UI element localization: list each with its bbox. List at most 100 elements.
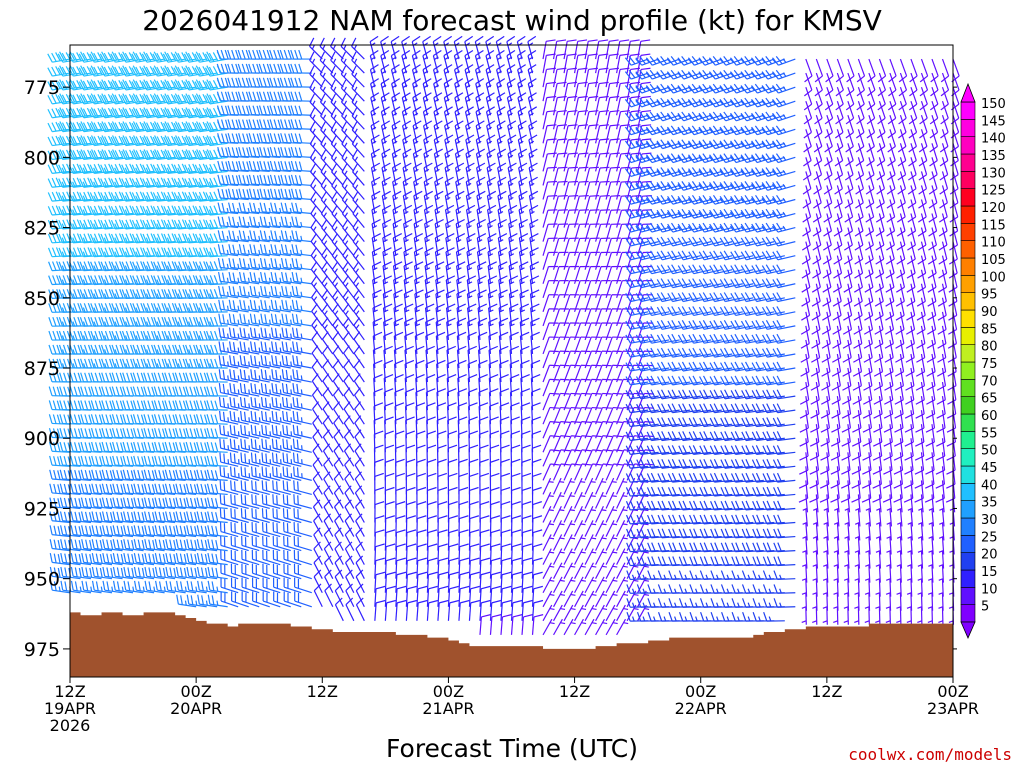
barb-half-feather <box>82 307 86 313</box>
barb-staff <box>62 255 81 258</box>
barb-full-feather <box>59 483 64 494</box>
barb-half-feather <box>300 347 303 353</box>
wind-barb <box>68 149 92 161</box>
wind-barb <box>70 455 92 467</box>
barb-full-feather <box>282 438 285 449</box>
barb-full-feather <box>254 467 257 477</box>
barb-full-feather <box>59 121 65 131</box>
barb-full-feather <box>69 79 76 89</box>
barb-full-feather <box>244 439 247 450</box>
barb-full-feather <box>47 122 53 132</box>
barb-full-feather <box>73 442 78 452</box>
barb-full-feather <box>47 136 53 146</box>
barb-half-feather <box>258 347 261 353</box>
barb-full-feather <box>47 164 53 174</box>
barb-full-feather <box>219 466 222 476</box>
wind-barb <box>70 469 92 481</box>
barb-full-feather <box>77 316 82 327</box>
barb-full-feather <box>244 453 247 464</box>
barb-full-feather <box>52 303 57 313</box>
barb-full-feather <box>51 150 57 160</box>
barb-half-feather <box>279 319 282 325</box>
barb-staff <box>73 142 92 147</box>
barb-half-feather <box>82 251 86 257</box>
barb-full-feather <box>69 93 76 103</box>
barb-half-feather <box>82 181 86 187</box>
barb-half-feather <box>82 265 86 271</box>
barb-staff <box>73 255 92 258</box>
barb-full-feather <box>63 469 68 480</box>
barb-full-feather <box>72 247 78 257</box>
barb-full-feather <box>57 95 64 105</box>
barb-staff <box>62 547 81 552</box>
barb-full-feather <box>55 80 61 89</box>
barb-full-feather <box>219 438 222 449</box>
barb-full-feather <box>69 121 76 131</box>
barb-full-feather <box>72 136 78 146</box>
barb-full-feather <box>292 452 295 463</box>
barb-full-feather <box>73 358 78 369</box>
barb-full-feather <box>61 80 68 90</box>
barb-full-feather <box>70 455 74 466</box>
barb-full-feather <box>77 372 82 383</box>
barb-half-feather <box>300 417 303 423</box>
barb-full-feather <box>53 539 57 550</box>
barb-full-feather <box>63 358 68 369</box>
barb-full-feather <box>59 135 65 145</box>
barb-half-feather <box>61 209 65 215</box>
barb-staff <box>62 534 81 538</box>
barb-staff <box>52 561 71 566</box>
barb-full-feather <box>48 358 53 369</box>
barb-full-feather <box>58 289 64 299</box>
wind-barbs <box>47 35 960 636</box>
barb-half-feather <box>205 586 208 592</box>
barb-full-feather <box>77 414 82 424</box>
barb-full-feather <box>55 247 61 257</box>
barb-half-feather <box>82 223 86 229</box>
barb-full-feather <box>47 192 53 202</box>
barb-full-feather <box>47 206 53 216</box>
barb-full-feather <box>53 553 57 564</box>
barb-full-feather <box>73 400 78 410</box>
barb-full-feather <box>59 497 64 507</box>
barb-full-feather <box>72 66 78 76</box>
wind-barb <box>70 441 92 453</box>
barb-full-feather <box>59 455 64 466</box>
wind-barb <box>48 441 71 453</box>
wind-barb <box>47 205 71 216</box>
barb-full-feather <box>48 441 53 452</box>
barb-full-feather <box>77 358 82 369</box>
barb-half-feather <box>61 181 65 187</box>
barb-full-feather <box>76 177 82 187</box>
barb-full-feather <box>275 439 278 450</box>
barb-full-feather <box>52 442 57 452</box>
barb-full-feather <box>59 414 64 424</box>
barb-full-feather <box>55 219 61 229</box>
barb-half-feather <box>61 293 65 299</box>
barb-full-feather <box>73 289 78 299</box>
barb-half-feather <box>61 195 65 201</box>
barb-full-feather <box>292 438 295 449</box>
barb-full-feather <box>271 452 274 463</box>
wind-barb <box>57 121 81 133</box>
barb-full-feather <box>57 498 61 508</box>
barb-full-feather <box>60 566 64 577</box>
barb-half-feather <box>227 347 229 353</box>
wind-barb <box>47 163 71 174</box>
barb-half-feather <box>279 389 282 395</box>
barb-full-feather <box>77 400 82 410</box>
barb-full-feather <box>69 400 74 410</box>
barb-full-feather <box>48 289 53 299</box>
barb-half-feather <box>237 389 240 395</box>
barb-half-feather <box>72 181 76 187</box>
barb-full-feather <box>58 261 64 271</box>
barb-half-feather <box>269 375 272 381</box>
barb-half-feather <box>174 586 177 592</box>
barb-half-feather <box>300 403 303 409</box>
barb-full-feather <box>282 480 285 490</box>
barb-full-feather <box>52 316 57 327</box>
barb-staff <box>62 100 81 105</box>
barb-half-feather <box>290 375 293 381</box>
barb-full-feather <box>53 581 57 591</box>
barb-full-feather <box>72 108 78 118</box>
